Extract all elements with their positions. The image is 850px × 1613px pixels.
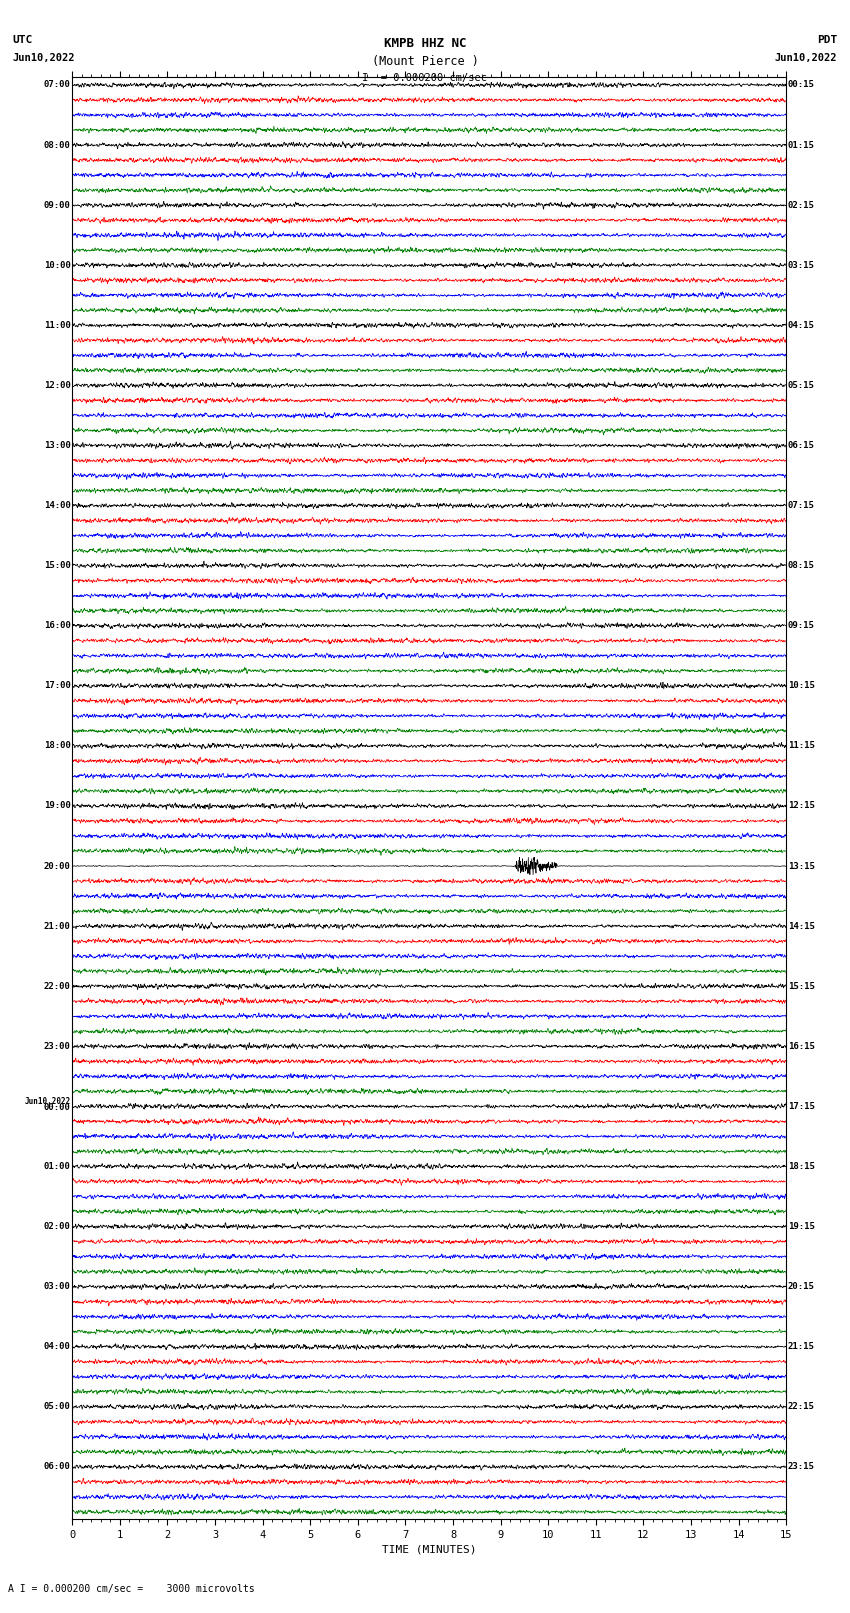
Text: 06:15: 06:15 <box>788 440 814 450</box>
Text: 18:00: 18:00 <box>44 742 71 750</box>
Text: 04:00: 04:00 <box>44 1342 71 1352</box>
Text: 13:00: 13:00 <box>44 440 71 450</box>
Text: KMPB HHZ NC: KMPB HHZ NC <box>383 37 467 50</box>
Text: Jun10,2022: Jun10,2022 <box>774 53 837 63</box>
Text: 20:15: 20:15 <box>788 1282 814 1290</box>
Text: 08:00: 08:00 <box>44 140 71 150</box>
Text: 01:00: 01:00 <box>44 1161 71 1171</box>
Text: I  = 0.000200 cm/sec: I = 0.000200 cm/sec <box>362 73 488 82</box>
Text: 14:15: 14:15 <box>788 921 814 931</box>
Text: 00:15: 00:15 <box>788 81 814 89</box>
Text: 03:15: 03:15 <box>788 261 814 269</box>
Text: 19:15: 19:15 <box>788 1223 814 1231</box>
X-axis label: TIME (MINUTES): TIME (MINUTES) <box>382 1544 477 1553</box>
Text: Jun10,2022: Jun10,2022 <box>25 1097 71 1107</box>
Text: 11:00: 11:00 <box>44 321 71 329</box>
Text: 16:00: 16:00 <box>44 621 71 631</box>
Text: 23:15: 23:15 <box>788 1463 814 1471</box>
Text: 09:15: 09:15 <box>788 621 814 631</box>
Text: 05:00: 05:00 <box>44 1402 71 1411</box>
Text: 09:00: 09:00 <box>44 200 71 210</box>
Text: Jun10,2022: Jun10,2022 <box>13 53 76 63</box>
Text: 10:15: 10:15 <box>788 681 814 690</box>
Text: UTC: UTC <box>13 35 33 45</box>
Text: PDT: PDT <box>817 35 837 45</box>
Text: 03:00: 03:00 <box>44 1282 71 1290</box>
Text: 16:15: 16:15 <box>788 1042 814 1050</box>
Text: 07:15: 07:15 <box>788 502 814 510</box>
Text: 18:15: 18:15 <box>788 1161 814 1171</box>
Text: 22:00: 22:00 <box>44 982 71 990</box>
Text: A I = 0.000200 cm/sec =    3000 microvolts: A I = 0.000200 cm/sec = 3000 microvolts <box>8 1584 255 1594</box>
Text: 17:00: 17:00 <box>44 681 71 690</box>
Text: 19:00: 19:00 <box>44 802 71 810</box>
Text: 15:00: 15:00 <box>44 561 71 569</box>
Text: 08:15: 08:15 <box>788 561 814 569</box>
Text: 13:15: 13:15 <box>788 861 814 871</box>
Text: (Mount Pierce ): (Mount Pierce ) <box>371 55 479 68</box>
Text: 06:00: 06:00 <box>44 1463 71 1471</box>
Text: 04:15: 04:15 <box>788 321 814 329</box>
Text: 00:00: 00:00 <box>44 1103 71 1113</box>
Text: 02:00: 02:00 <box>44 1223 71 1231</box>
Text: 05:15: 05:15 <box>788 381 814 390</box>
Text: 17:15: 17:15 <box>788 1102 814 1111</box>
Text: 01:15: 01:15 <box>788 140 814 150</box>
Text: 10:00: 10:00 <box>44 261 71 269</box>
Text: 23:00: 23:00 <box>44 1042 71 1050</box>
Text: 02:15: 02:15 <box>788 200 814 210</box>
Text: 20:00: 20:00 <box>44 861 71 871</box>
Text: 21:15: 21:15 <box>788 1342 814 1352</box>
Text: 21:00: 21:00 <box>44 921 71 931</box>
Text: 12:15: 12:15 <box>788 802 814 810</box>
Text: 11:15: 11:15 <box>788 742 814 750</box>
Text: 22:15: 22:15 <box>788 1402 814 1411</box>
Text: 12:00: 12:00 <box>44 381 71 390</box>
Text: 14:00: 14:00 <box>44 502 71 510</box>
Text: 15:15: 15:15 <box>788 982 814 990</box>
Text: 07:00: 07:00 <box>44 81 71 89</box>
